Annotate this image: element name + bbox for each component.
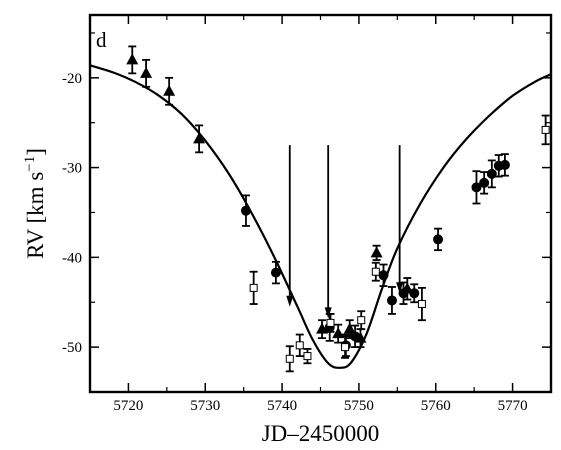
triangle-marker [126,53,139,65]
open-square-marker [326,318,335,327]
open-square-marker [285,354,294,363]
circle-marker [433,234,444,245]
x-tick-label: 5720 [113,398,143,414]
model-curve [89,64,552,369]
circle-marker [378,270,389,281]
circle-marker [386,295,397,306]
arrow-head [286,295,294,307]
open-square-marker [417,300,426,309]
y-tick-label: -30 [62,161,82,177]
triangle-marker [193,132,206,144]
x-tick-label: 5760 [421,398,451,414]
arrow-head [396,282,404,294]
open-square-marker [357,316,366,325]
x-tick-label: 5730 [190,398,220,414]
open-square-marker [541,125,550,134]
x-tick-label: 5740 [267,398,297,414]
y-axis-title: RV [km s−1] [22,148,48,259]
open-square-marker [249,283,258,292]
open-square-marker [371,267,380,276]
triangle-marker [370,246,383,258]
circle-marker [471,182,482,193]
triangle-marker [343,322,356,334]
x-tick-label: 5770 [498,398,528,414]
circle-marker [240,205,251,216]
axis-layer: 5720 5730 5740 5750 5760 5770 -20 -30 -40 -50 [62,13,553,414]
panel-label: d [96,28,107,52]
open-square-marker [295,341,304,350]
circle-marker [409,288,420,299]
circle-marker [350,331,361,342]
data-marker-layer [126,45,550,373]
arrow-head [324,307,332,319]
circle-marker [486,168,497,179]
x-axis-title: JD–2450000 [262,421,380,446]
y-tick-label: -50 [62,340,82,356]
circle-marker [270,267,281,278]
y-axis-title-main: RV [km s [23,172,48,259]
arrow-layer [286,145,404,319]
circle-marker [398,288,409,299]
y-tick-label: -20 [62,71,82,87]
triangle-marker [163,84,176,96]
open-square-marker [303,352,312,361]
y-tick-label: -40 [62,250,82,266]
circle-marker [479,177,490,188]
model-curve-layer [89,64,552,369]
open-square-marker [341,343,350,352]
y-axis-title-close: ] [23,148,48,156]
x-tick-label: 5750 [344,398,374,414]
triangle-marker [140,66,153,78]
triangle-marker [332,327,345,339]
circle-marker [499,159,510,170]
triangle-marker [316,322,329,334]
plot-frame [88,13,553,394]
y-axis-title-sup: −1 [22,156,38,172]
